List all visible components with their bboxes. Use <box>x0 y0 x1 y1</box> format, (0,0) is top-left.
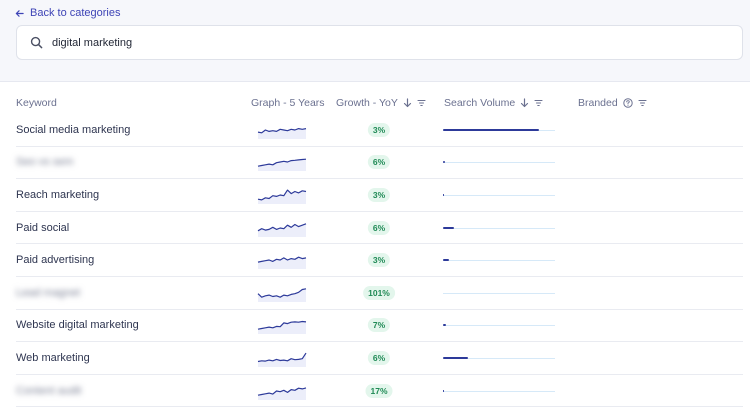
sparkline-area <box>258 353 306 367</box>
keyword-text[interactable]: Lead magnet <box>16 286 81 299</box>
search-volume-bar <box>443 324 555 327</box>
search-volume-bar <box>443 389 555 392</box>
trend-sparkline <box>257 352 307 367</box>
column-header-growth[interactable]: Growth - YoY <box>336 97 426 109</box>
search-volume-fill <box>443 193 445 196</box>
back-link-label: Back to categories <box>30 7 121 19</box>
search-volume-bar <box>443 161 555 164</box>
search-icon <box>30 36 43 49</box>
sparkline-area <box>258 257 306 270</box>
search-volume-bar <box>443 128 555 131</box>
table-row[interactable]: Lead magnet 101% <box>16 277 743 310</box>
search-volume-bar <box>443 226 555 229</box>
sparkline-area <box>258 128 306 139</box>
sparkline-area <box>258 288 306 302</box>
search-volume-bar <box>443 292 555 294</box>
volume-header-label: Search Volume <box>444 97 516 109</box>
trend-sparkline <box>257 256 307 270</box>
search-volume-fill <box>443 356 468 359</box>
help-circle-icon[interactable] <box>623 98 633 108</box>
keyword-text[interactable]: Content audit <box>16 384 82 397</box>
keyword-text[interactable]: Web marketing <box>16 351 90 364</box>
column-header-branded[interactable]: Branded <box>578 97 647 109</box>
search-volume-bar <box>443 193 555 196</box>
branded-header-label: Branded <box>578 97 618 109</box>
sparkline-line <box>257 127 307 134</box>
sparkline-area <box>258 223 306 237</box>
table-row[interactable]: Paid social 6% <box>16 212 743 245</box>
column-header-volume[interactable]: Search Volume <box>444 97 543 109</box>
sparkline-line <box>257 158 307 168</box>
keyword-text[interactable]: Website digital marketing <box>16 319 139 332</box>
keyword-text[interactable]: Social media marketing <box>16 123 131 136</box>
table-row[interactable]: Seo vs sem 6% <box>16 147 743 180</box>
search-volume-bar <box>443 259 555 262</box>
sparkline-line <box>257 256 307 263</box>
arrow-left-icon <box>15 9 24 17</box>
growth-badge: 6% <box>367 155 391 170</box>
growth-badge: 6% <box>367 220 391 235</box>
graph-header-label: Graph - 5 Years <box>251 97 325 109</box>
growth-badge: 3% <box>367 253 391 268</box>
column-header-graph: Graph - 5 Years <box>251 97 325 109</box>
growth-badge: 3% <box>367 122 391 137</box>
table-row[interactable]: Reach marketing 3% <box>16 179 743 212</box>
search-volume-fill <box>443 128 540 131</box>
top-panel: Back to categories digital marketing <box>0 0 750 82</box>
sparkline-area <box>258 321 306 335</box>
growth-badge: 3% <box>367 187 391 202</box>
sparkline-line <box>257 352 307 363</box>
keyword-text[interactable]: Seo vs sem <box>16 156 74 169</box>
trend-sparkline <box>257 127 307 139</box>
keyword-header-label: Keyword <box>16 97 57 109</box>
filter-icon[interactable] <box>417 99 426 107</box>
trend-sparkline <box>257 288 307 302</box>
keyword-text[interactable]: Paid social <box>16 221 70 234</box>
filter-icon[interactable] <box>638 99 647 107</box>
sparkline-line <box>257 386 307 396</box>
table-row[interactable]: Content audit 17% <box>16 375 743 408</box>
table-row[interactable]: Website digital marketing 7% <box>16 310 743 343</box>
growth-badge: 7% <box>367 318 391 333</box>
sparkline-line <box>257 321 307 331</box>
trend-sparkline <box>257 222 307 237</box>
trend-sparkline <box>257 158 307 172</box>
search-volume-bar <box>443 356 555 359</box>
growth-badge: 101% <box>363 285 395 300</box>
search-volume-fill <box>443 324 447 327</box>
search-volume-fill <box>443 226 455 229</box>
sparkline-line <box>257 288 307 298</box>
table-row[interactable]: Social media marketing 3% <box>16 114 743 147</box>
table-row[interactable]: Paid advertising 3% <box>16 244 743 277</box>
search-query[interactable]: digital marketing <box>52 36 133 49</box>
filter-icon[interactable] <box>534 99 543 107</box>
sort-down-icon[interactable] <box>403 98 412 108</box>
table-row[interactable]: Web marketing 6% <box>16 342 743 375</box>
trend-sparkline <box>257 189 307 204</box>
keyword-text[interactable]: Reach marketing <box>16 188 100 201</box>
sparkline-area <box>258 159 306 172</box>
column-header-keyword: Keyword <box>16 97 57 109</box>
growth-badge: 17% <box>365 383 393 398</box>
search-input[interactable]: digital marketing <box>16 25 743 60</box>
back-to-categories-link[interactable]: Back to categories <box>15 7 121 19</box>
sparkline-area <box>258 387 306 400</box>
trend-sparkline <box>257 386 307 400</box>
sort-down-icon[interactable] <box>520 98 529 108</box>
growth-header-label: Growth - YoY <box>336 97 398 109</box>
trend-sparkline <box>257 321 307 335</box>
sparkline-line <box>257 189 307 201</box>
sparkline-area <box>258 190 306 204</box>
sparkline-line <box>257 222 307 231</box>
search-volume-fill <box>443 389 445 392</box>
search-volume-fill <box>443 259 449 262</box>
keyword-text[interactable]: Paid advertising <box>16 254 95 267</box>
growth-badge: 6% <box>367 350 391 365</box>
search-volume-fill <box>443 161 446 164</box>
